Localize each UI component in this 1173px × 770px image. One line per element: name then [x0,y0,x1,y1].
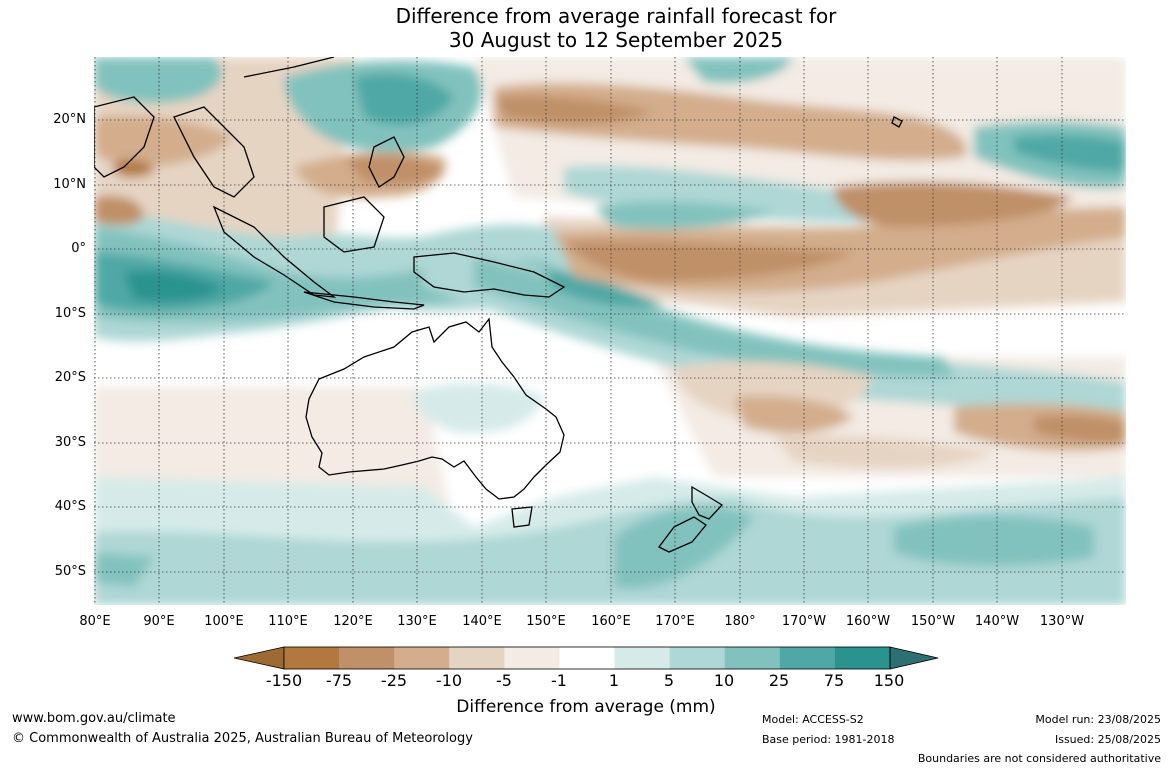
rainfall-anomaly-map [94,57,1126,605]
lat-label-10s: 10°S [54,306,86,321]
title-line-2: 30 August to 12 September 2025 [448,28,784,52]
lon-label-130w: 130°W [1039,614,1085,629]
lon-label-140e: 140°E [462,614,502,629]
lat-label-50s: 50°S [54,564,86,579]
india-coast [94,96,155,178]
colorbar-tick-neg1: -1 [551,671,567,690]
model-run-text: Model run: 23/08/2025 [1035,713,1161,726]
colorbar-bin [779,647,836,669]
philippines-coast [368,136,405,188]
colorbar-tick-neg10: -10 [435,671,463,690]
lon-label-160w: 160°W [845,614,891,629]
lat-label-40s: 40°S [54,499,86,514]
china-coast [243,57,335,78]
map-title: Difference from average rainfall forecas… [0,4,1173,52]
colorbar-bin [449,647,505,669]
lon-label-170e: 170°E [655,614,695,629]
model-text: Model: ACCESS-S2 [762,713,864,726]
new-zealand-south-coast [658,516,707,553]
colorbar-bin [394,647,450,669]
colorbar-bin [339,647,395,669]
colorbar-tick-150: 150 [873,671,905,690]
colorbar-tick-neg5: -5 [496,671,512,690]
colorbar-tick-1: 1 [608,671,620,690]
lat-label-0: 0° [71,241,86,256]
colorbar-bin [669,647,726,669]
disclaimer-text: Boundaries are not considered authoritat… [917,752,1161,765]
colorbar-bin [614,647,671,669]
lat-label-20s: 20°S [54,370,86,385]
lat-label-30s: 30°S [54,435,86,450]
colorbar [234,646,939,670]
lon-label-80e: 80°E [79,614,111,629]
lat-label-20n: 20°N [53,112,86,127]
copyright-text: © Commonwealth of Australia 2025, Austra… [12,731,473,746]
colorbar-bin [559,647,616,669]
colorbar-over-arrow [889,646,939,670]
colorbar-tick-10: 10 [713,671,735,690]
title-line-1: Difference from average rainfall forecas… [395,4,837,28]
borneo-coast [323,196,385,253]
indochina-coast [173,106,255,198]
colorbar-tick-75: 75 [823,671,845,690]
base-period-text: Base period: 1981-2018 [762,733,895,746]
website-text: www.bom.gov.au/climate [12,711,176,726]
colorbar-tick-25: 25 [768,671,790,690]
colorbar-bin [724,647,781,669]
tasmania-coast [511,506,533,528]
new-zealand-north-coast [691,485,724,520]
lon-label-160e: 160°E [591,614,631,629]
colorbar-title: Difference from average (mm) [456,697,716,717]
lon-label-140w: 140°W [974,614,1020,629]
lon-label-100e: 100°E [204,614,244,629]
lon-label-150w: 150°W [910,614,956,629]
colorbar-under-arrow [234,646,285,670]
lon-label-130e: 130°E [397,614,437,629]
new-guinea-coast [413,252,566,298]
colorbar-bin [504,647,560,669]
sumatra-coast [212,205,337,298]
colorbar-tick-neg75: -75 [325,671,353,690]
colorbar-tick-neg25: -25 [380,671,408,690]
colorbar-tick-5: 5 [663,671,675,690]
colorbar-tick-neg150: -150 [265,671,303,690]
lon-label-150e: 150°E [526,614,566,629]
lon-label-120e: 120°E [333,614,373,629]
map-svg [94,57,1126,605]
colorbar-bin [284,647,340,669]
lat-label-10n: 10°N [53,177,86,192]
issued-text: Issued: 25/08/2025 [1054,733,1161,746]
lon-label-110e: 110°E [268,614,308,629]
java-coast [303,291,425,310]
colorbar-bin [834,647,891,669]
lon-label-90e: 90°E [143,614,175,629]
lon-label-170w: 170°W [781,614,827,629]
coastlines [94,57,903,553]
australia-coast [305,317,565,500]
graticule [94,57,1126,605]
lon-label-180: 180° [724,614,756,629]
